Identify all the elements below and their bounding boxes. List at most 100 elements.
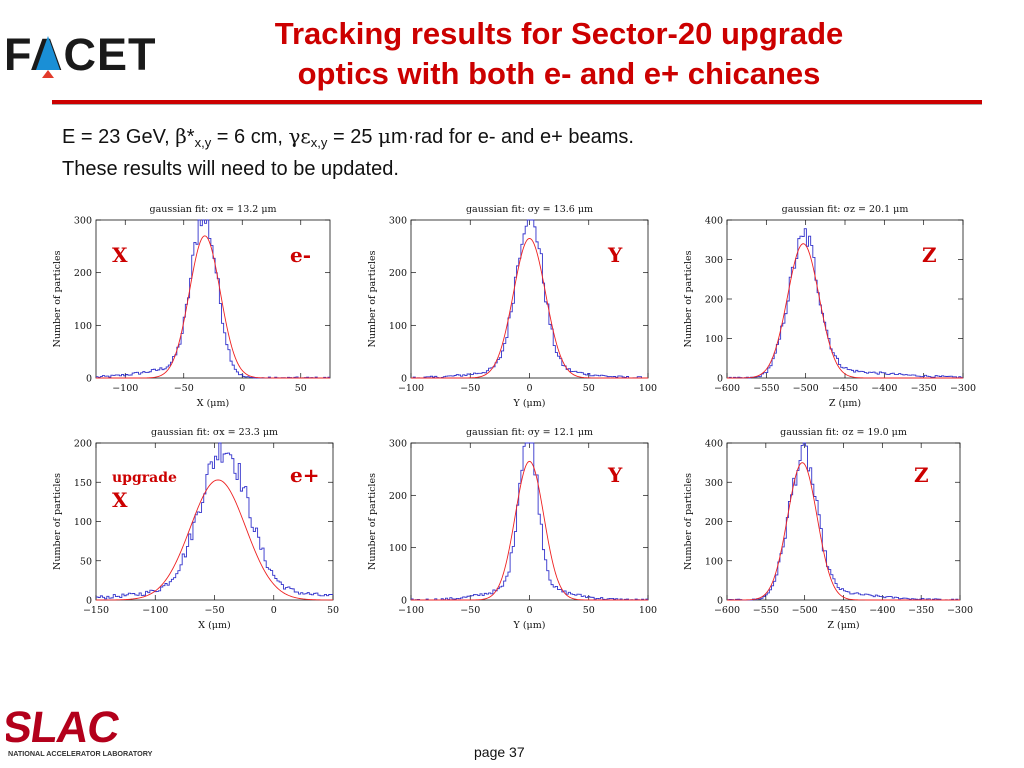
histogram-series: [411, 219, 648, 379]
facet-logo-flame-icon: [42, 70, 54, 78]
info-text: *: [186, 126, 195, 148]
x-tick-label: 0: [239, 383, 245, 394]
x-tick-label: 50: [583, 383, 595, 394]
histogram-panel-3: gaussian fit: σz = 20.1 μm −600 −550 −500 −4…: [683, 204, 976, 409]
y-tick-label: 400: [705, 216, 723, 227]
y-tick-label: 200: [74, 268, 92, 279]
y-tick-label: 200: [389, 268, 407, 279]
x-tick-label: 100: [639, 383, 657, 394]
x-tick-label: −50: [460, 605, 480, 616]
y-tick-label: 0: [86, 596, 92, 607]
x-tick-label: 0: [271, 605, 277, 616]
y-tick-label: 0: [401, 374, 407, 385]
facet-logo-text: FACET: [4, 30, 157, 78]
x-tick-label: 50: [583, 605, 595, 616]
x-axis-label: Y (μm): [513, 620, 546, 631]
x-axis-label: Y (μm): [513, 398, 546, 409]
y-tick-label: 300: [705, 255, 723, 266]
panel-title: gaussian fit: σy = 13.6 μm: [466, 204, 593, 215]
y-tick-label: 300: [389, 216, 407, 227]
y-axis-label: Number of particles: [52, 250, 63, 347]
gaussian-fit-curve: [96, 479, 333, 601]
panel-label: Z: [914, 463, 929, 487]
histogram-panel-6: gaussian fit: σz = 19.0 μm −600 −550 −500 −4…: [683, 427, 973, 631]
y-tick-label: 300: [705, 478, 723, 489]
histogram-panel-5: gaussian fit: σy = 12.1 μm −100 −50 0 50 100 0…: [367, 427, 657, 631]
histogram-series: [96, 442, 333, 600]
x-tick-label: −50: [174, 383, 194, 394]
facet-logo: FACET: [4, 30, 157, 78]
x-tick-label: 100: [639, 605, 657, 616]
page-number: page 37: [474, 744, 525, 760]
y-axis-label: Number of particles: [683, 250, 694, 347]
panel-title: gaussian fit: σz = 20.1 μm: [782, 204, 909, 215]
x-tick-label: −150: [83, 605, 109, 616]
histogram-panel-4: gaussian fit: σx = 23.3 μm −150 −100 −50 0 50…: [52, 427, 339, 631]
title-rule-shadow: [52, 104, 982, 105]
panel-label: e+: [290, 463, 319, 487]
y-tick-label: 0: [717, 596, 723, 607]
histogram-series: [411, 442, 648, 601]
x-tick-label: −100: [112, 383, 138, 394]
x-tick-label: 50: [295, 383, 307, 394]
info-text: m·rad for e- and e+ beams.: [391, 126, 634, 148]
info-subscript: x,y: [194, 135, 212, 150]
y-tick-label: 200: [705, 295, 723, 306]
y-tick-label: 300: [389, 439, 407, 450]
x-tick-label: −100: [398, 383, 424, 394]
panel-label: upgrade: [112, 470, 177, 486]
y-tick-label: 300: [74, 216, 92, 227]
x-axis-label: X (μm): [198, 620, 230, 631]
x-axis-label: Z (μm): [829, 398, 861, 409]
x-tick-label: −550: [753, 383, 779, 394]
histogram-panel-1: gaussian fit: σx = 13.2 μm −100 −50 0 50 0 100…: [52, 204, 331, 409]
x-tick-label: −100: [398, 605, 424, 616]
y-tick-label: 100: [74, 321, 92, 332]
y-tick-label: 200: [74, 439, 92, 450]
plot-frame: [95, 219, 331, 379]
slac-logo: SLAC NATIONAL ACCELERATOR LABORATORY: [6, 704, 153, 758]
y-tick-label: 200: [705, 517, 723, 528]
y-tick-label: 0: [717, 374, 723, 385]
x-tick-label: 0: [526, 383, 532, 394]
histogram-series: [96, 219, 330, 379]
x-tick-label: −300: [947, 605, 973, 616]
x-tick-label: −450: [830, 605, 856, 616]
slac-logo-subtitle: NATIONAL ACCELERATOR LABORATORY: [8, 749, 153, 758]
info-text: = 25: [327, 126, 379, 148]
x-tick-label: −500: [793, 383, 819, 394]
x-axis-label: X (μm): [197, 398, 229, 409]
slide-title-line1: Tracking results for Sector-20 upgrade: [274, 16, 844, 51]
mu-symbol: μ: [378, 124, 392, 148]
y-tick-label: 200: [389, 491, 407, 502]
panel-label: Y: [607, 463, 623, 487]
y-tick-label: 0: [401, 596, 407, 607]
x-tick-label: −400: [871, 383, 897, 394]
gaussian-fit-curve: [411, 460, 648, 601]
x-tick-label: −350: [908, 605, 934, 616]
panel-title: gaussian fit: σx = 13.2 μm: [149, 204, 276, 215]
gaussian-fit-curve: [727, 462, 960, 601]
panel-title: gaussian fit: σx = 23.3 μm: [151, 427, 278, 438]
panel-title: gaussian fit: σz = 19.0 μm: [780, 427, 907, 438]
panel-label: Z: [922, 243, 937, 267]
slide-title: Tracking results for Sector-20 upgrade o…: [200, 14, 918, 94]
y-tick-label: 100: [389, 321, 407, 332]
panel-title: gaussian fit: σy = 12.1 μm: [466, 427, 593, 438]
x-tick-label: −300: [950, 383, 976, 394]
info-subscript: x,y: [310, 135, 328, 150]
gamma-epsilon-symbol: γε: [288, 124, 311, 148]
beta-symbol: β: [175, 124, 187, 148]
title-rule: [52, 100, 982, 104]
histogram-series: [727, 442, 960, 601]
y-tick-label: 100: [389, 543, 407, 554]
gaussian-fit-curve: [411, 237, 648, 379]
histogram-panel-2: gaussian fit: σy = 13.6 μm −100 −50 0 50 100 0…: [367, 204, 657, 409]
y-tick-label: 150: [74, 478, 92, 489]
y-tick-label: 100: [74, 517, 92, 528]
x-tick-label: 0: [526, 605, 532, 616]
x-tick-label: −50: [204, 605, 224, 616]
x-tick-label: −550: [753, 605, 779, 616]
facet-logo-arrow-icon: [36, 36, 60, 70]
slac-logo-text: SLAC: [6, 704, 122, 752]
